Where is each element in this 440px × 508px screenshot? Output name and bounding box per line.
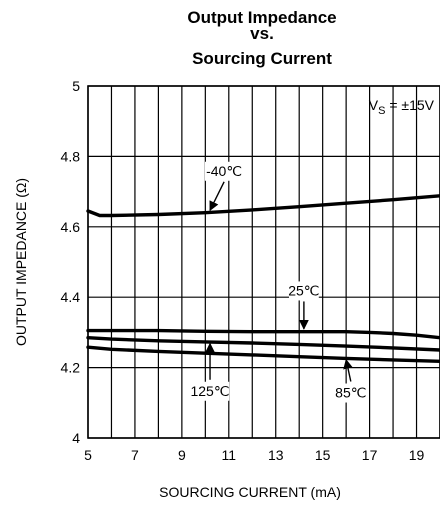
x-tick-label: 7 xyxy=(131,447,139,463)
chart-title-line: vs. xyxy=(250,24,274,43)
annotation-arrow xyxy=(343,358,353,382)
y-axis-label: OUTPUT IMPEDANCE (Ω) xyxy=(13,178,29,346)
chart-series-layer xyxy=(86,194,440,363)
chart-title-line: Output Impedance xyxy=(187,8,336,27)
x-tick-label: 19 xyxy=(409,447,425,463)
annotation-label: 25℃ xyxy=(288,282,319,298)
condition-label-main: V xyxy=(369,97,379,113)
series-line xyxy=(86,328,440,340)
chart-tick-labels: 5 7 9 11 13 15 17 19 4 4.2 4.4 4.6 4.8 5 xyxy=(61,78,425,463)
y-tick-label: 5 xyxy=(72,78,80,94)
chart-grid xyxy=(87,85,440,439)
annotation-label-bg xyxy=(288,281,319,301)
x-tick-label: 15 xyxy=(315,447,331,463)
condition-label: VS = ±15V xyxy=(369,97,435,117)
annotation-arrow xyxy=(209,181,225,212)
y-tick-label: 4.2 xyxy=(61,360,81,376)
chart-annotations: -40℃ 25℃ 125℃ 85℃ xyxy=(190,161,366,403)
x-tick-label: 13 xyxy=(268,447,284,463)
y-tick-label: 4.8 xyxy=(61,148,81,164)
chart-title-line: Sourcing Current xyxy=(192,49,332,68)
x-tick-label: 5 xyxy=(84,447,92,463)
x-axis-label: SOURCING CURRENT (mA) xyxy=(159,484,341,500)
x-tick-label: 11 xyxy=(222,447,237,463)
y-tick-label: 4.6 xyxy=(61,219,81,235)
annotation-label: 85℃ xyxy=(335,385,366,401)
series-line xyxy=(86,336,440,352)
x-tick-label: 9 xyxy=(178,447,186,463)
annotation-label: 125℃ xyxy=(190,383,229,399)
annotation-label: -40℃ xyxy=(206,163,242,179)
y-tick-label: 4 xyxy=(72,430,80,446)
annotation-label-bg xyxy=(204,161,244,181)
plot-frame xyxy=(87,85,440,439)
series-line xyxy=(86,194,440,218)
annotation-label-bg xyxy=(335,383,366,403)
annotation-label-bg xyxy=(190,381,230,401)
y-tick-label: 4.4 xyxy=(61,289,81,305)
x-tick-label: 17 xyxy=(362,447,378,463)
condition-label-rest: = ±15V xyxy=(385,97,434,113)
condition-label-subscript: S xyxy=(378,105,385,117)
series-line xyxy=(86,345,440,363)
